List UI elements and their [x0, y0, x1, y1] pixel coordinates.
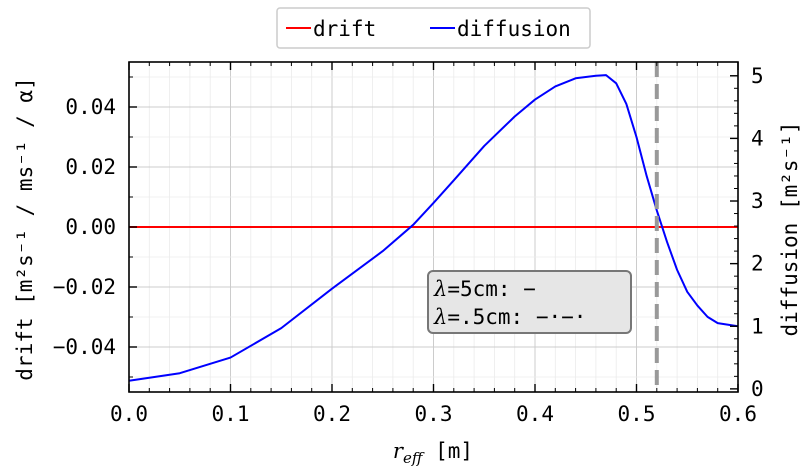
y-right-tick-label: 2	[751, 252, 764, 276]
legend-label-diffusion: diffusion	[457, 17, 571, 41]
y-left-tick-label: −0.02	[53, 275, 116, 299]
annotation-line-2: λ=.5cm: −·−·	[433, 305, 586, 329]
legend: drift diffusion	[276, 7, 591, 49]
annotation-line-1: λ=5cm: −	[433, 277, 536, 301]
annotation-symbol-2: λ	[433, 305, 447, 329]
y-left-tick-label: 0.00	[65, 215, 116, 239]
plot-area	[128, 62, 739, 392]
x-axis-unit: [m]	[422, 439, 473, 463]
x-axis-label: reff [m]	[393, 439, 473, 467]
y-right-tick-label: 5	[751, 64, 764, 88]
y-right-tick-label: 0	[751, 377, 764, 401]
y-axis-label-right: diffusion [m²s⁻¹]	[778, 122, 802, 337]
x-tick-label: 0.2	[313, 402, 351, 426]
annotation-text-2: =.5cm: −·−·	[447, 305, 586, 329]
x-tick-label: 0.5	[618, 402, 656, 426]
x-tick-label: 0.3	[415, 402, 453, 426]
annotation-text-1: =5cm: −	[447, 277, 536, 301]
x-axis-symbol: r	[393, 439, 405, 463]
y-left-tick-label: 0.02	[65, 155, 116, 179]
x-tick-label: 0.6	[719, 402, 757, 426]
annotation-symbol-1: λ	[433, 277, 447, 301]
x-tick-label: 0.4	[516, 402, 554, 426]
y-left-tick-label: −0.04	[53, 335, 116, 359]
ticks: 0.0 0.1 0.2 0.3 0.4 0.5 0.6 0.04 0.02 0.00 −0.02 −0…	[53, 62, 764, 426]
annotation-box	[427, 270, 632, 334]
series-line-diffusion	[128, 74, 739, 382]
x-tick-label: 0.0	[110, 402, 148, 426]
y-axis-label-left: drift [m²s⁻¹ / ms⁻¹ / α]	[13, 77, 37, 380]
y-right-tick-label: 4	[751, 126, 764, 150]
y-right-tick-label: 1	[751, 314, 764, 338]
annotation: λ=5cm: − λ=.5cm: −·−·	[427, 270, 632, 334]
y-left-tick-label: 0.04	[65, 95, 116, 119]
legend-label-drift: drift	[313, 17, 376, 41]
x-tick-label: 0.1	[212, 402, 250, 426]
x-axis-subscript: eff	[403, 449, 425, 467]
y-right-tick-label: 3	[751, 189, 764, 213]
